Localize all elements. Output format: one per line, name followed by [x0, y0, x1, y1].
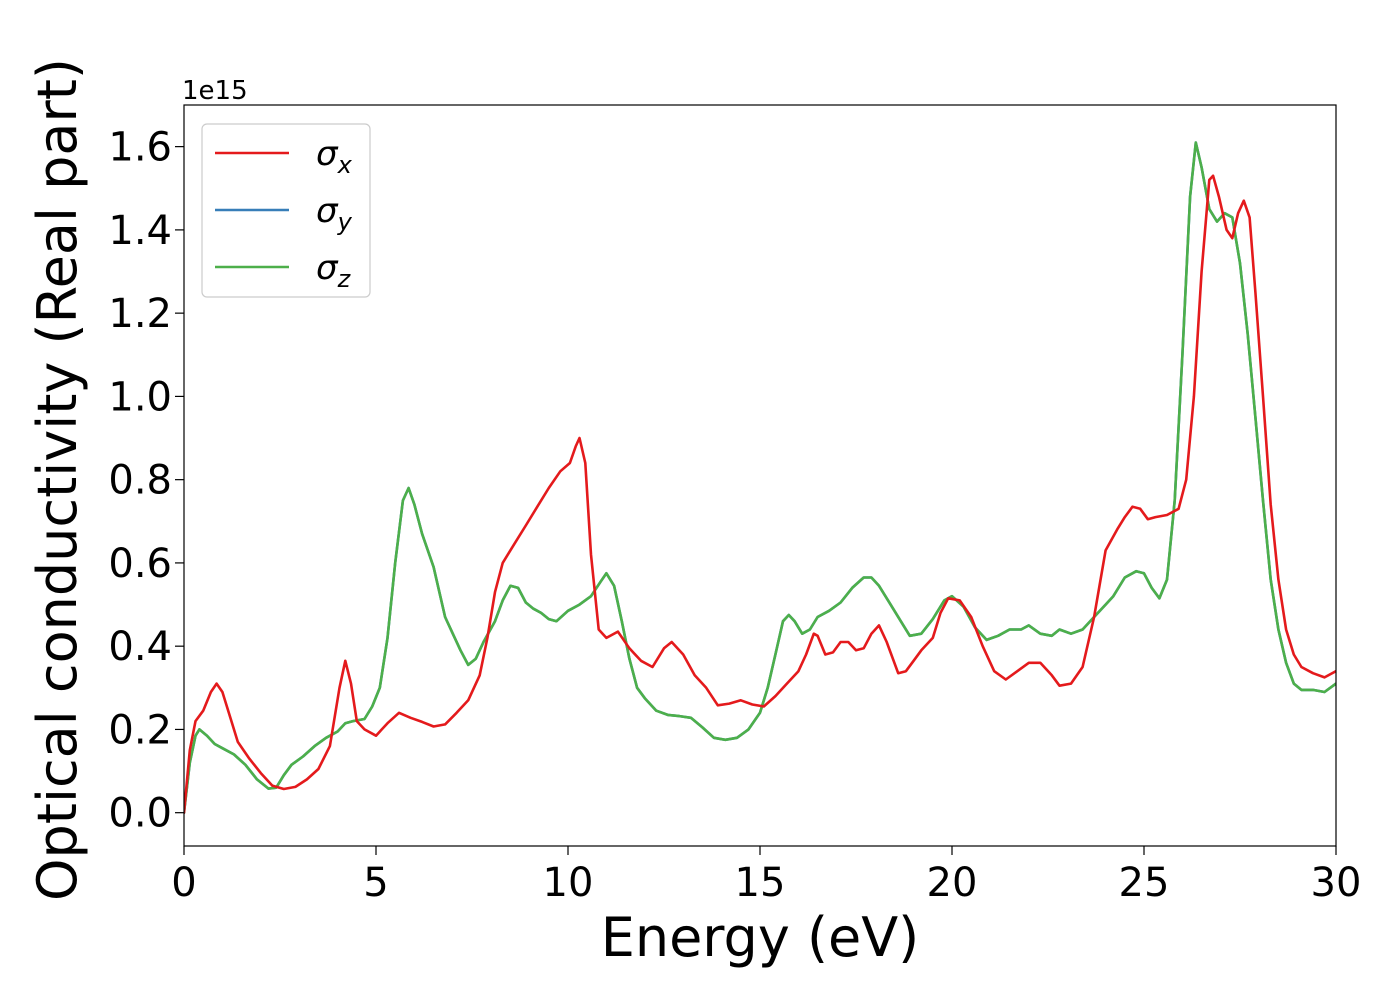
y-tick-label: 1.0	[108, 374, 172, 420]
y-axis-offset-label: 1e15	[182, 76, 248, 106]
legend-label-z: σz	[316, 248, 352, 293]
legend-subscript: x	[337, 151, 353, 179]
x-axis-title: Energy (eV)	[601, 906, 920, 969]
x-tick-label: 20	[927, 860, 978, 906]
y-tick-label: 0.8	[108, 458, 172, 504]
legend-symbol: σ	[316, 134, 339, 174]
y-tick-label: 1.6	[108, 125, 172, 171]
x-tick-label: 0	[171, 860, 196, 906]
x-tick-label: 15	[735, 860, 786, 906]
y-tick-label: 0.2	[108, 707, 172, 753]
x-tick-label: 10	[543, 860, 594, 906]
y-tick-label: 0.4	[108, 624, 172, 670]
legend-symbol: σ	[316, 191, 339, 231]
series-line-x	[184, 174, 1336, 814]
y-tick-label: 0.0	[108, 791, 172, 837]
x-tick-label: 5	[363, 860, 388, 906]
y-axis-title: Optical conductivity (Real part)	[26, 58, 89, 901]
y-tick-label: 1.2	[108, 291, 172, 337]
x-tick-label: 25	[1119, 860, 1170, 906]
legend-label-y: σy	[316, 191, 353, 236]
series-line-z	[184, 141, 1336, 814]
y-axis-ticks: 0.0 0.2 0.4 0.6 0.8 1.0 1.2 1.4 1.6	[108, 125, 184, 837]
y-tick-label: 0.6	[108, 541, 172, 587]
x-axis-ticks: 0 5 10 15 20 25 30	[171, 846, 1361, 906]
legend-label-x: σx	[316, 134, 353, 179]
x-tick-label: 30	[1311, 860, 1362, 906]
series-layer	[184, 141, 1336, 814]
legend-symbol: σ	[316, 248, 339, 288]
legend-subscript: z	[337, 265, 352, 293]
legend-subscript: y	[337, 208, 353, 236]
y-tick-label: 1.4	[108, 208, 172, 254]
